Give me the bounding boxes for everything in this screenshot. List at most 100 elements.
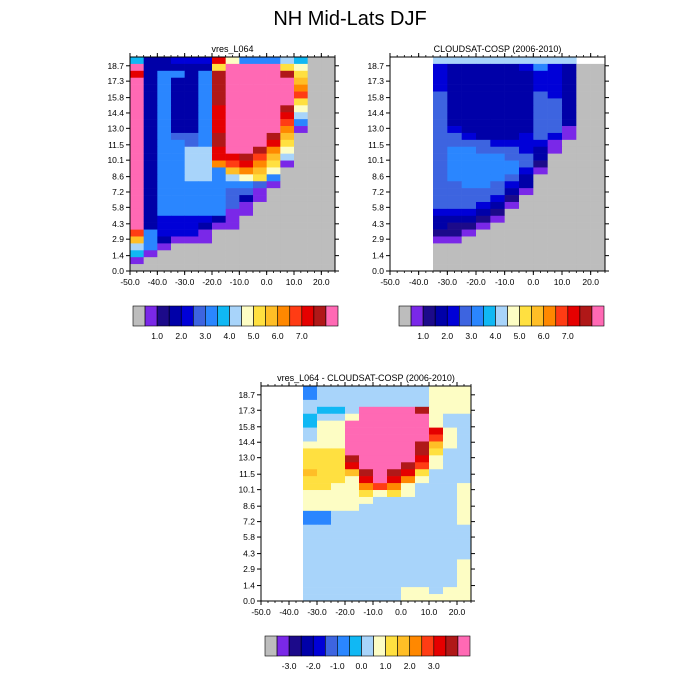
heat-cell — [447, 195, 462, 203]
heat-cell — [562, 153, 577, 161]
heat-cell — [321, 57, 336, 65]
heat-cell — [457, 531, 472, 539]
heat-cell — [519, 264, 534, 272]
heat-cell — [476, 222, 491, 230]
heat-cell — [576, 160, 591, 168]
heat-cell — [303, 531, 318, 539]
heat-cell — [443, 587, 458, 595]
heat-cell — [345, 455, 360, 463]
heat-cell — [171, 105, 185, 113]
heat-cell — [253, 132, 267, 141]
heat-cell — [253, 181, 267, 189]
heat-cell — [562, 139, 577, 148]
heat-cell — [590, 160, 606, 168]
y-tick-label: 2.9 — [243, 564, 255, 574]
heat-cell — [457, 427, 472, 435]
heat-cell — [519, 112, 534, 120]
heat-cell — [294, 174, 308, 182]
heat-cell — [280, 208, 295, 217]
heat-cell — [184, 264, 199, 272]
heat-cell — [331, 420, 346, 428]
heat-cell — [171, 153, 185, 161]
heat-cell — [212, 139, 226, 148]
y-tick-label: 11.5 — [239, 469, 255, 479]
y-tick-label: 15.8 — [107, 93, 124, 103]
heat-cell — [504, 146, 520, 154]
heat-cell — [490, 243, 505, 251]
heat-cell — [294, 77, 308, 85]
heat-cell — [225, 215, 240, 223]
heat-cell — [387, 476, 402, 484]
heat-cell — [130, 63, 144, 72]
heat-cell — [157, 229, 172, 237]
heat-cell — [415, 490, 430, 498]
heat-cell — [143, 188, 158, 196]
heat-cell — [373, 545, 388, 553]
heat-cell — [171, 250, 185, 258]
heat-cell — [280, 264, 295, 272]
heat-cell — [212, 250, 226, 258]
heat-cell — [429, 469, 444, 477]
heat-cell — [373, 434, 388, 442]
heat-cell — [253, 70, 267, 79]
heat-cell — [490, 98, 505, 106]
heat-cell — [143, 174, 158, 182]
heat-cell — [401, 413, 416, 421]
heat-cell — [447, 222, 462, 230]
x-tick-label: 0.0 — [527, 277, 539, 287]
heat-cell — [253, 57, 267, 65]
heat-cell — [504, 119, 520, 127]
heat-cell — [303, 566, 318, 574]
colorbar-swatch — [567, 305, 581, 327]
heat-cell — [266, 77, 281, 85]
heat-cell — [266, 257, 281, 265]
heat-cell — [331, 573, 346, 581]
heat-cell — [303, 524, 318, 532]
heat-cell — [321, 243, 336, 251]
colorbar-swatch — [373, 635, 386, 657]
heat-cell — [547, 57, 563, 65]
heat-cell — [457, 510, 472, 519]
heat-cell — [239, 139, 254, 148]
heat-cell — [562, 174, 577, 182]
heat-cell — [359, 524, 374, 532]
heat-cell — [433, 195, 448, 203]
heat-cell — [519, 57, 534, 65]
heat-cell — [504, 195, 520, 203]
heat-cell — [590, 174, 606, 182]
heat-cell — [547, 139, 563, 148]
heat-cell — [331, 441, 346, 449]
heat-cell — [321, 167, 336, 175]
heat-cell — [143, 153, 158, 161]
heat-cell — [373, 538, 388, 546]
heat-cell — [317, 545, 332, 553]
heat-cell — [504, 112, 520, 120]
heat-cell — [239, 98, 254, 106]
heat-cell — [143, 215, 158, 223]
heat-cell — [387, 386, 402, 394]
heat-cell — [317, 413, 332, 421]
heat-cell — [303, 483, 318, 491]
heat-cell — [321, 236, 336, 244]
heat-cell — [401, 503, 416, 512]
heat-cell — [321, 132, 336, 141]
heat-cell — [280, 215, 295, 223]
heat-cell — [562, 181, 577, 189]
heat-cell — [547, 195, 563, 203]
heat-cell — [447, 167, 462, 175]
figure-title: NH Mid-Lats DJF — [273, 8, 427, 30]
heat-cell — [307, 174, 322, 182]
heat-cell — [429, 538, 444, 546]
colorbar-swatch — [519, 305, 532, 327]
heat-cell — [331, 448, 346, 456]
heat-cell — [447, 112, 462, 120]
heat-cell — [212, 146, 226, 154]
heat-cell — [157, 77, 172, 85]
heat-cell — [184, 174, 199, 182]
heat-cell — [331, 538, 346, 546]
heat-cell — [547, 126, 563, 134]
x-tick-label: 20.0 — [449, 607, 466, 617]
heat-cell — [239, 264, 254, 272]
heat-cell — [303, 545, 318, 553]
